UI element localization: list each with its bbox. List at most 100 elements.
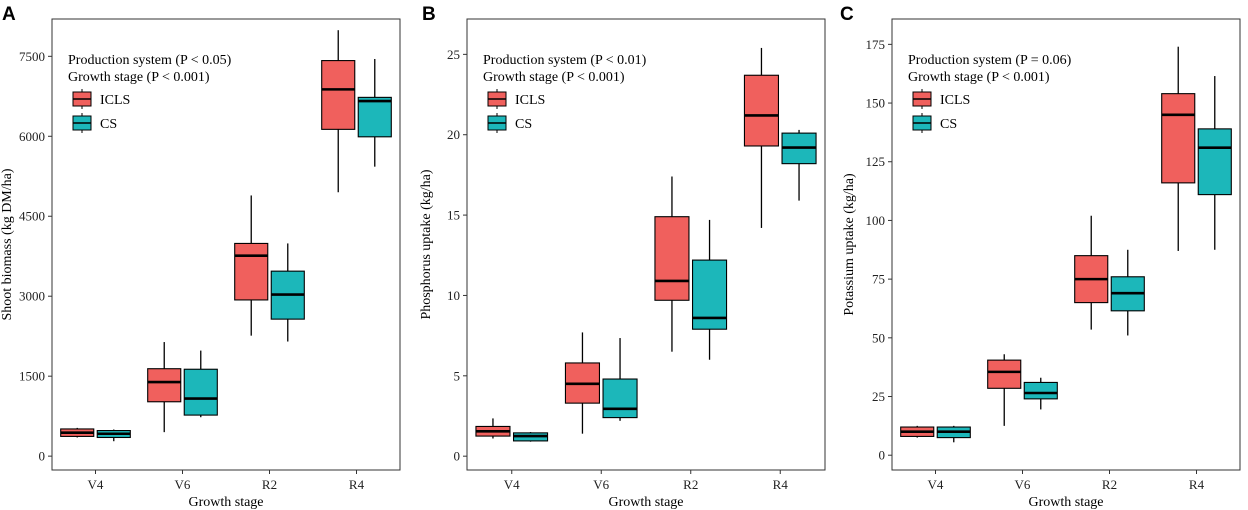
legend-label: CS	[100, 117, 117, 132]
box-iqr	[1197, 128, 1232, 196]
box-iqr	[234, 242, 269, 301]
box-icls-r4	[743, 47, 780, 228]
legend-label: ICLS	[515, 93, 545, 108]
box-iqr	[987, 359, 1022, 389]
box-icls-v6	[147, 342, 182, 433]
y-tick-label: 5	[454, 368, 461, 383]
plot-border	[891, 18, 1241, 471]
box-icls-r2	[1074, 215, 1109, 330]
significance-annotation: Growth stage (P < 0.001)	[483, 70, 625, 85]
box-icls-v4	[900, 425, 935, 438]
x-tick-label: V4	[928, 477, 944, 492]
legend-item-icls: ICLS	[72, 89, 130, 109]
y-tick-label: 3000	[19, 289, 45, 304]
x-tick-label: V6	[175, 477, 191, 492]
y-tick-label: 25	[872, 389, 885, 404]
x-tick-label: V6	[593, 477, 609, 492]
x-tick-label: V4	[504, 477, 520, 492]
y-tick-label: 0	[39, 449, 46, 464]
box-icls-r2	[234, 195, 269, 336]
y-tick-label: 25	[447, 47, 460, 62]
y-tick-label: 150	[866, 96, 886, 111]
legend-item-icls: ICLS	[912, 89, 970, 109]
legend-label: CS	[940, 117, 957, 132]
y-tick-label: 20	[447, 127, 460, 142]
y-tick-label: 50	[872, 330, 885, 345]
y-tick-label: 175	[866, 37, 886, 52]
box-icls-v6	[987, 354, 1022, 426]
box-cs-v4	[96, 429, 131, 442]
x-tick-label: R2	[1102, 477, 1117, 492]
y-tick-label: 0	[454, 449, 461, 464]
box-iqr	[654, 216, 690, 301]
y-axis-title: Phosphorus uptake (kg/ha)	[419, 169, 434, 319]
box-iqr	[602, 378, 638, 419]
plot-border	[466, 18, 826, 471]
significance-annotation: Production system (P < 0.01)	[483, 53, 647, 68]
significance-annotation: Production system (P < 0.05)	[68, 53, 232, 68]
legend-item-cs: CS	[912, 113, 957, 133]
box-icls-r4	[321, 30, 356, 193]
x-tick-label: R2	[262, 477, 277, 492]
legend-label: ICLS	[940, 93, 970, 108]
legend-label: ICLS	[100, 93, 130, 108]
box-cs-v4	[512, 432, 549, 442]
legend-item-cs: CS	[487, 113, 532, 133]
box-icls-r4	[1161, 46, 1196, 251]
x-tick-label: R4	[349, 477, 365, 492]
y-tick-label: 10	[447, 288, 460, 303]
chart-panel-c: C 0 25 50 75 100 125 150 175 V4 V6 R2 R4 Growth stage…	[840, 4, 1241, 510]
x-tick-label: V6	[1015, 477, 1031, 492]
box-iqr	[1023, 381, 1058, 400]
box-cs-r2	[1110, 249, 1145, 336]
box-cs-r2	[691, 219, 728, 360]
chart-panel-a: A 0 1500 3000 4500 6000 7500 V4 V6 R2 R4 Growth sta…	[0, 4, 401, 510]
legend-item-cs: CS	[72, 113, 117, 133]
y-tick-label: 6000	[19, 129, 45, 144]
x-axis-title: Growth stage	[1028, 495, 1103, 510]
legend-item-icls: ICLS	[487, 89, 545, 109]
y-tick-label: 75	[872, 272, 885, 287]
panel-label: C	[840, 4, 854, 25]
box-iqr	[321, 60, 356, 130]
legend-label: CS	[515, 117, 532, 132]
box-icls-r2	[654, 176, 690, 352]
box-cs-r4	[357, 58, 392, 167]
chart-panel-b: B 0 5 10 15 20 25 V4 V6 R2 R4 Growth stage Phosphoru…	[419, 4, 826, 510]
y-tick-label: 15	[447, 208, 460, 223]
box-icls-v4	[475, 418, 511, 439]
plot-border	[51, 18, 401, 471]
box-cs-r4	[1197, 76, 1232, 250]
y-tick-label: 100	[866, 213, 886, 228]
box-iqr	[183, 368, 218, 416]
box-iqr	[743, 74, 780, 147]
x-tick-label: R4	[773, 477, 789, 492]
box-icls-v6	[564, 332, 601, 434]
box-iqr	[147, 368, 182, 403]
y-tick-label: 0	[879, 448, 886, 463]
box-cs-r4	[781, 129, 817, 201]
y-tick-label: 125	[866, 154, 886, 169]
box-iqr	[357, 96, 392, 138]
box-icls-v4	[60, 427, 95, 438]
panel-label: A	[2, 4, 16, 25]
significance-annotation: Production system (P = 0.06)	[908, 53, 1072, 68]
x-tick-label: R2	[683, 477, 698, 492]
y-axis-title: Potassium uptake (kg/ha)	[842, 173, 857, 316]
box-cs-v6	[183, 350, 218, 418]
y-axis-title: Shoot biomass (kg DM/ha)	[0, 168, 15, 320]
box-cs-v6	[602, 338, 638, 421]
box-cs-v6	[1023, 377, 1058, 410]
x-tick-label: R4	[1189, 477, 1205, 492]
box-iqr	[1161, 93, 1196, 184]
significance-annotation: Growth stage (P < 0.001)	[908, 70, 1050, 85]
y-tick-label: 4500	[19, 209, 45, 224]
y-tick-label: 7500	[19, 49, 45, 64]
x-axis-title: Growth stage	[188, 495, 263, 510]
box-cs-r2	[270, 243, 305, 342]
panel-label: B	[422, 4, 436, 25]
box-cs-v4	[936, 425, 971, 443]
x-tick-label: V4	[88, 477, 104, 492]
x-axis-title: Growth stage	[608, 495, 683, 510]
